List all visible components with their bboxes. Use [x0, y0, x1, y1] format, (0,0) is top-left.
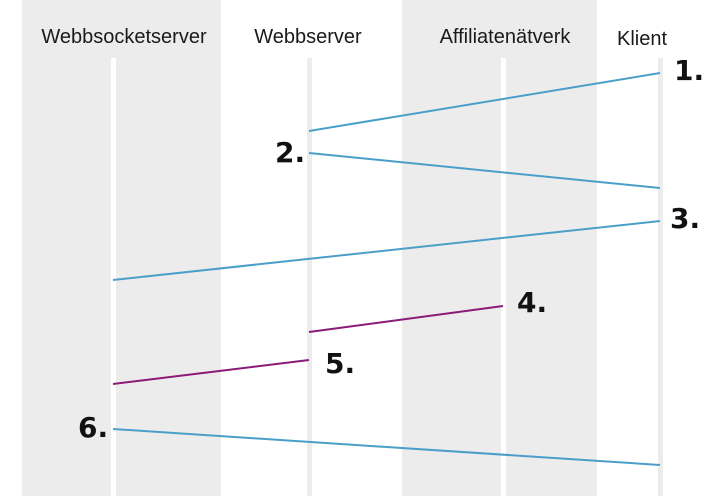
message-5-line	[112, 359, 310, 385]
step-label-4: 4.	[517, 286, 547, 319]
step-label-1: 1.	[674, 54, 704, 87]
message-3-line	[112, 220, 661, 281]
column-title-affiliate: Affiliatenätverk	[440, 26, 572, 48]
column-title-websocket: Webbsocketserver	[41, 26, 207, 48]
message-4-line	[308, 305, 504, 333]
column-title-webserver: Webbserver	[254, 26, 362, 48]
lane-band-websocket	[22, 0, 221, 496]
message-1-line	[308, 72, 661, 132]
lifeline-webserver	[307, 58, 312, 496]
lifeline-affiliate	[501, 58, 506, 496]
message-2-line	[308, 152, 661, 189]
step-label-2: 2.	[275, 136, 305, 169]
step-label-5: 5.	[325, 347, 355, 380]
lifeline-websocket	[111, 58, 116, 496]
step-label-3: 3.	[670, 202, 700, 235]
step-label-6: 6.	[78, 411, 108, 444]
message-6-line	[112, 428, 661, 466]
column-title-client: Klient	[617, 28, 667, 50]
lifeline-client	[658, 58, 663, 496]
lane-band-affiliate	[402, 0, 597, 496]
